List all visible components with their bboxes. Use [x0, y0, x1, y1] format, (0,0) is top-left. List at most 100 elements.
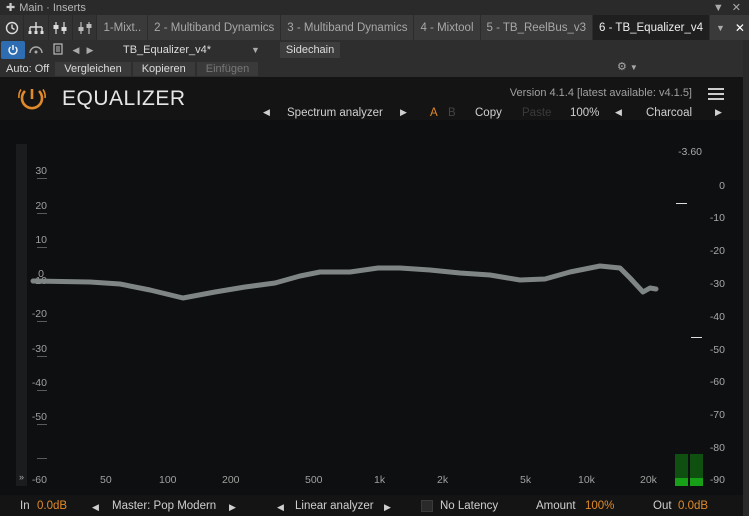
freq-label: 2k: [437, 474, 449, 486]
db-label: 10: [35, 234, 47, 246]
next-preset-icon[interactable]: ▶: [86, 44, 94, 55]
eq-curve[interactable]: [0, 120, 743, 495]
no-latency-label: No Latency: [440, 500, 499, 512]
master-prev-icon[interactable]: ◀: [92, 502, 99, 512]
monitor-icon[interactable]: [25, 44, 47, 57]
bypass-power-button[interactable]: [1, 41, 25, 59]
analyzer-next-icon[interactable]: ▶: [400, 107, 407, 117]
tab-insert-3[interactable]: 3 - Multiband Dynamics: [281, 15, 415, 40]
meter-scale-label: -20: [709, 245, 725, 257]
pin-icon[interactable]: ▼: [712, 1, 724, 14]
meter-scale-label: -60: [709, 376, 725, 388]
gear-icon[interactable]: ⚙ ▼: [617, 61, 638, 73]
brand-logo-icon: [18, 89, 46, 110]
db-tick: [37, 321, 47, 322]
plugin-title: EQUALIZER: [62, 87, 186, 110]
analyzer-type[interactable]: Linear analyzer: [295, 500, 374, 512]
meter-scale-label: -80: [709, 442, 725, 454]
db-label: 20: [35, 200, 47, 212]
hamburger-menu-icon[interactable]: [708, 88, 724, 100]
level-meter-right: [690, 478, 703, 486]
meter-scale-label: -90: [709, 474, 725, 486]
insert-tab-bar: 1-Mixt.. 2 - Multiband Dynamics 3 - Mult…: [0, 15, 749, 40]
expand-icon[interactable]: »: [18, 472, 24, 482]
peak-readout: -3.60: [678, 146, 702, 158]
freq-label: 500: [305, 474, 323, 486]
db-label: -30: [31, 343, 47, 355]
ab-b-button[interactable]: B: [448, 107, 456, 119]
prev-preset-icon[interactable]: ◀: [72, 44, 80, 55]
eq-display[interactable]: » 30 20 10 0 -10 -20 -30 -40 -50 -60 50 …: [0, 120, 743, 495]
zoom-value[interactable]: 100%: [570, 107, 600, 119]
level-meter-left-hold: [675, 454, 688, 478]
automation-mode[interactable]: Auto: Off: [6, 62, 50, 75]
db-tick: [37, 424, 47, 425]
preset-name[interactable]: TB_Equalizer_v4*: [123, 44, 212, 56]
analyzer-prev-icon[interactable]: ◀: [263, 107, 270, 117]
tab-insert-2[interactable]: 2 - Multiband Dynamics: [148, 15, 282, 40]
insert-fader-icon[interactable]: [48, 15, 74, 40]
window-titlebar: ✚ Main · Inserts ▼ ✕: [0, 0, 749, 15]
analyzer-controls: ◀ Spectrum analyzer ▶ A B Copy Paste 100…: [0, 105, 743, 121]
plugin-toolbar-secondary: Auto: Off Vergleichen Kopieren Einfügen …: [0, 60, 749, 77]
amount-value[interactable]: 100%: [585, 500, 615, 512]
output-label: Out: [653, 500, 672, 512]
db-tick: [37, 178, 47, 179]
add-icon[interactable]: ✚: [6, 2, 16, 14]
meter-scale-label: -40: [709, 311, 725, 323]
tab-insert-5[interactable]: 5 - TB_ReelBus_v3: [481, 15, 594, 40]
db-label: 0: [38, 268, 44, 280]
meter-scale-label: -10: [709, 212, 725, 224]
db-label: -50: [31, 411, 47, 423]
tab-insert-6[interactable]: 6 - TB_Equalizer_v4: [593, 15, 710, 40]
db-label: -60: [31, 474, 47, 486]
freq-label: 50: [100, 474, 112, 486]
background-window-edge: [743, 40, 749, 516]
theme-next-icon[interactable]: ▶: [715, 107, 722, 117]
output-gain-value[interactable]: 0.0dB: [678, 500, 709, 512]
master-next-icon[interactable]: ▶: [229, 502, 236, 512]
freq-label: 100: [159, 474, 177, 486]
tab-insert-4[interactable]: 4 - Mixtool: [414, 15, 481, 40]
version-info[interactable]: Version 4.1.4 [latest available: v4.1.5]: [509, 87, 692, 99]
tab-overflow-chevron-icon[interactable]: ▼: [716, 22, 725, 33]
sidechain-button[interactable]: Sidechain: [279, 42, 341, 58]
plugin-footer: In 0.0dB ◀ Master: Pop Modern ▶ ◀ Linear…: [0, 495, 743, 516]
freq-label: 200: [222, 474, 240, 486]
left-scale-bar[interactable]: [16, 144, 27, 486]
freq-label: 10k: [578, 474, 595, 486]
analyzer-type-prev-icon[interactable]: ◀: [277, 502, 284, 512]
tab-insert-1[interactable]: 1-Mixt..: [97, 15, 149, 40]
theme-prev-icon[interactable]: ◀: [615, 107, 622, 117]
preset-file-icon[interactable]: [47, 42, 69, 58]
peak-marker: [676, 203, 687, 204]
insert-fader-alt-icon[interactable]: [73, 15, 98, 40]
freq-label: 5k: [520, 474, 532, 486]
input-label: In: [20, 500, 30, 512]
copy-settings-button[interactable]: Kopieren: [132, 61, 195, 76]
close-window-icon[interactable]: ✕: [731, 2, 741, 14]
close-tab-icon[interactable]: ✕: [734, 20, 745, 35]
compare-button[interactable]: Vergleichen: [55, 61, 131, 76]
meter-scale-label: 0: [719, 180, 725, 192]
theme-name[interactable]: Charcoal: [646, 107, 693, 119]
db-label: -20: [31, 308, 47, 320]
clock-icon[interactable]: [0, 15, 25, 40]
peak-marker: [691, 337, 702, 338]
ab-a-button[interactable]: A: [430, 107, 438, 119]
paste-settings-button[interactable]: Einfügen: [196, 61, 259, 76]
master-preset[interactable]: Master: Pop Modern: [112, 500, 217, 512]
meter-scale-label: -50: [709, 344, 725, 356]
analyzer-type-next-icon[interactable]: ▶: [384, 502, 391, 512]
analyzer-mode[interactable]: Spectrum analyzer: [287, 107, 383, 119]
no-latency-checkbox[interactable]: [421, 500, 433, 512]
input-gain-value[interactable]: 0.0dB: [37, 500, 68, 512]
routing-icon[interactable]: [24, 15, 49, 40]
meter-scale-label: -30: [709, 278, 725, 290]
preset-dropdown-icon[interactable]: ▼: [251, 45, 260, 55]
db-tick: [37, 213, 47, 214]
level-meter-right-hold: [690, 454, 703, 478]
window-title: Main · Inserts: [19, 1, 86, 14]
paste-button[interactable]: Paste: [522, 107, 552, 119]
copy-button[interactable]: Copy: [475, 107, 502, 119]
